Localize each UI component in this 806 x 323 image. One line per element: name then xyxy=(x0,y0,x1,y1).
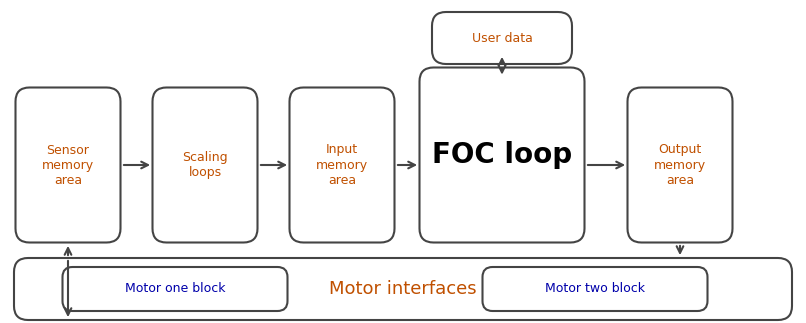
Text: Scaling
loops: Scaling loops xyxy=(182,151,228,179)
FancyBboxPatch shape xyxy=(15,88,121,243)
Text: Motor two block: Motor two block xyxy=(545,283,645,296)
FancyBboxPatch shape xyxy=(432,12,572,64)
Text: Input
memory
area: Input memory area xyxy=(316,143,368,186)
FancyBboxPatch shape xyxy=(419,68,584,243)
Text: Sensor
memory
area: Sensor memory area xyxy=(42,143,94,186)
FancyBboxPatch shape xyxy=(152,88,257,243)
Text: FOC loop: FOC loop xyxy=(432,141,572,169)
Text: Motor one block: Motor one block xyxy=(125,283,225,296)
Text: Motor interfaces: Motor interfaces xyxy=(329,280,477,298)
Text: User data: User data xyxy=(472,32,533,45)
Text: Output
memory
area: Output memory area xyxy=(654,143,706,186)
FancyBboxPatch shape xyxy=(483,267,708,311)
FancyBboxPatch shape xyxy=(63,267,288,311)
FancyBboxPatch shape xyxy=(14,258,792,320)
FancyBboxPatch shape xyxy=(289,88,394,243)
FancyBboxPatch shape xyxy=(628,88,733,243)
